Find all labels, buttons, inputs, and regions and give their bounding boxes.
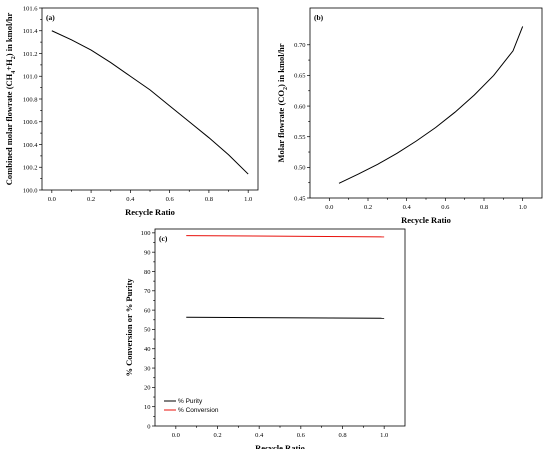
x-tick-label-c: 0.8 xyxy=(338,432,346,439)
x-tick-label-c: 0.4 xyxy=(255,432,264,439)
y-tick-label-a: 100.6 xyxy=(23,119,38,126)
y-tick-label-b: 0.60 xyxy=(294,103,305,110)
y-tick-label-b: 0.50 xyxy=(294,165,305,172)
series-line-b-0 xyxy=(338,26,524,184)
x-tick-label-a: 0.0 xyxy=(48,196,56,203)
x-tick-label-b: 0.2 xyxy=(364,204,372,211)
y-axis-label-part: 2 xyxy=(283,87,289,90)
x-axis-label-a: Recycle Ratio xyxy=(125,207,175,217)
y-tick-label-b: 0.55 xyxy=(294,134,305,141)
y-axis-label-part: Combined molar flowrate (CH xyxy=(4,73,14,185)
panel-label-b: (b) xyxy=(314,13,324,22)
y-tick-label-c: 80 xyxy=(144,269,151,276)
y-tick-label-c: 20 xyxy=(144,385,151,392)
x-tick-label-c: 0.2 xyxy=(213,432,221,439)
y-tick-label-c: 30 xyxy=(144,365,151,372)
y-tick-label-a: 100.4 xyxy=(23,142,38,149)
x-tick-label-b: 0.0 xyxy=(325,204,333,211)
series-line-c-1 xyxy=(186,235,385,238)
y-tick-label-c: 10 xyxy=(144,404,151,411)
plot-frame-b xyxy=(309,7,543,199)
y-axis-label-part: Molar flowrate (CO xyxy=(276,90,286,163)
y-tick-label-b: 0.45 xyxy=(294,195,305,202)
legend-label-1: % Conversion xyxy=(178,407,219,414)
panel-label-a: (a) xyxy=(46,13,55,22)
plot-frame-a xyxy=(41,7,259,191)
x-tick-label-a: 0.6 xyxy=(166,196,175,203)
y-tick-label-a: 100.8 xyxy=(23,96,38,103)
y-axis-label-part: 2 xyxy=(11,56,17,59)
y-tick-label-c: 60 xyxy=(144,307,151,314)
panel-label-c: (c) xyxy=(159,234,168,243)
y-axis-label-part: +H xyxy=(4,59,14,71)
y-tick-label-b: 0.65 xyxy=(294,73,305,80)
y-axis-label-part: ) in kmol/hr xyxy=(276,43,286,87)
y-tick-label-c: 90 xyxy=(144,249,151,256)
y-tick-label-c: 70 xyxy=(144,288,151,295)
chart-b-svg: 0.0 0.2 0.4 0.6 0.8 1.0 0.45 0.50 0.55 0.60 0.65 0.… xyxy=(276,7,543,225)
chart-panel-a: 0.0 0.2 0.4 0.6 0.8 1.0 100.0 100.2 100.4 100.6 10… xyxy=(0,0,270,222)
y-axis-label-part: ) in kmol/hr xyxy=(4,13,14,57)
x-tick-label-b: 0.4 xyxy=(403,204,412,211)
y-tick-label-c: 40 xyxy=(144,346,151,353)
chart-c-svg: 0.0 0.2 0.4 0.6 0.8 1.0 0 10 20 30 40 50 60 70 80 90 100… xyxy=(124,228,406,449)
chart-a-svg: 0.0 0.2 0.4 0.6 0.8 1.0 100.0 100.2 100.4 100.6 10… xyxy=(4,5,259,217)
y-axis-label-b: Molar flowrate (CO2) in kmol/hr xyxy=(276,43,289,162)
chart-panel-c: 0.0 0.2 0.4 0.6 0.8 1.0 0 10 20 30 40 50 60 70 80 90 100… xyxy=(120,222,420,449)
x-axis-label-b: Recycle Ratio xyxy=(401,215,451,225)
y-tick-label-c: 50 xyxy=(144,327,151,334)
y-tick-label-b: 0.70 xyxy=(294,42,305,49)
y-tick-label-c: 100 xyxy=(141,230,151,237)
x-tick-label-b: 0.8 xyxy=(480,204,488,211)
x-tick-label-a: 0.8 xyxy=(205,196,213,203)
y-axis-label-c: % Conversion or % Purity xyxy=(124,278,134,377)
x-tick-label-b: 1.0 xyxy=(519,204,527,211)
y-tick-label-a: 101.2 xyxy=(23,51,38,58)
y-axis-label-part: 4 xyxy=(11,71,17,74)
y-axis-label-a: Combined molar flowrate (CH4+H2) in kmol… xyxy=(4,13,17,186)
chart-panel-b: 0.0 0.2 0.4 0.6 0.8 1.0 0.45 0.50 0.55 0.60 0.65 0.… xyxy=(275,0,550,225)
x-tick-label-a: 1.0 xyxy=(244,196,252,203)
y-tick-label-a: 101.4 xyxy=(23,28,38,35)
y-tick-label-a: 100.0 xyxy=(23,187,38,194)
y-tick-label-a: 101.0 xyxy=(23,74,38,81)
x-tick-label-c: 0.0 xyxy=(172,432,180,439)
y-tick-label-a: 100.2 xyxy=(23,165,38,172)
x-tick-label-c: 0.6 xyxy=(297,432,306,439)
x-tick-label-a: 0.2 xyxy=(87,196,95,203)
x-axis-label-c: Recycle Ratio xyxy=(255,443,305,449)
plot-frame-c xyxy=(154,228,406,427)
series-line-c-0 xyxy=(186,316,385,319)
x-tick-label-b: 0.6 xyxy=(441,204,450,211)
x-tick-label-a: 0.4 xyxy=(126,196,135,203)
legend-label-0: % Purity xyxy=(178,398,203,405)
series-line-a-0 xyxy=(51,30,249,175)
y-tick-label-c: 0 xyxy=(147,423,150,430)
x-tick-label-c: 1.0 xyxy=(380,432,388,439)
y-tick-label-a: 101.6 xyxy=(23,5,38,12)
